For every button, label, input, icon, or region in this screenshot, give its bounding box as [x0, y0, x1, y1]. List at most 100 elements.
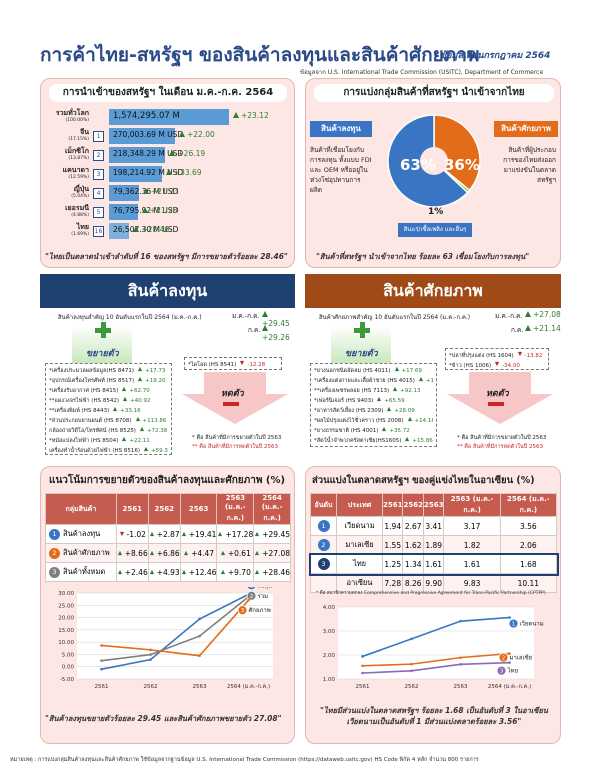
share-value: 8.26: [402, 573, 424, 593]
up-arrow-icon: [220, 569, 225, 574]
import-growth: +28.46: [133, 225, 169, 234]
data-point: [361, 655, 364, 658]
invest-shrink-label: หดตัว: [221, 389, 244, 399]
product-name: *เครื่องรับอากาศ (HS 8415): [49, 388, 119, 394]
share-rank-cell: 2: [310, 535, 337, 555]
product-item: *ไดโอด (HS 8541) -12.28: [188, 360, 278, 370]
product-growth: +19.20: [145, 378, 166, 384]
trend-group-name: สินค้าทั้งหมด: [63, 567, 106, 576]
up-arrow-icon: [377, 396, 382, 402]
import-growth: +26.19: [169, 149, 205, 158]
import-rank: 16: [93, 226, 104, 237]
import-country-name: เยอรมนี: [65, 204, 89, 212]
cptpp-note: * คือ สมาชิกความตกลง Comprehensive and P…: [316, 591, 546, 596]
trend-value: +27.08: [262, 548, 290, 558]
group-number-badge: 1: [49, 529, 60, 540]
groups-quote: "สินค้าที่สหรัฐฯ นำเข้าจากไทย ร้อยละ 63 …: [316, 252, 530, 261]
pie-label-invest: 63%: [400, 156, 436, 174]
share-value: 9.90: [422, 573, 445, 593]
up-arrow-icon: [122, 436, 127, 442]
product-growth: +113.86: [142, 418, 167, 424]
data-point: [100, 667, 103, 671]
product-groups-panel: การแบ่งกลุ่มสินค้าที่สหรัฐฯ นำเข้าจากไทย…: [305, 78, 561, 268]
data-point: [508, 616, 511, 619]
import-bar: [109, 147, 166, 163]
data-point: [459, 619, 462, 623]
import-growth-value: +26.19: [177, 149, 206, 158]
up-arrow-icon: [255, 550, 260, 555]
potential-group-label: สินค้าศักยภาพ: [494, 121, 558, 137]
series-badge-number: 1: [250, 587, 254, 589]
product-growth: +72.38: [146, 428, 168, 434]
import-rank: 3: [93, 169, 104, 180]
trend-row: 3 สินค้าทั้งหมด +2.46 +4.93 +12.46 +9.70 +28.4…: [45, 562, 291, 582]
x-tick-label: 2561: [95, 684, 109, 690]
trend-group-cell: 3 สินค้าทั้งหมด: [45, 562, 117, 582]
invest-group-desc: สินค้าที่เชื่อมโยงกับการลงทุน ทั้งแบบ FD…: [310, 146, 372, 194]
trend-group-name: สินค้าศักยภาพ: [63, 548, 110, 557]
asean-share-line-chart: 1.00 2.00 3.00 4.00 2561 2562 2563 2564 (ม.ค.-ก…: [323, 605, 544, 690]
series-line: [362, 661, 510, 674]
y-tick-label: 20.00: [58, 616, 74, 622]
trend-group-cell: 1 สินค้าลงทุน: [45, 524, 117, 544]
import-row: ไทย (1.69%) 16 26,507.30 M USD +28.46: [45, 223, 295, 239]
share-value: 3.41: [422, 516, 445, 536]
series-line: [362, 652, 510, 667]
product-item: *เครื่องรับอากาศ (HS 8415) +62.70: [49, 386, 168, 396]
product-item: กล้องถ่ายวิดีโอ/โทรทัศน์ (HS 8525) +72.38: [49, 426, 168, 436]
data-point: [361, 664, 364, 668]
pie-center-hole: [420, 147, 448, 175]
import-country-name: จีน: [80, 128, 89, 136]
potential-jul-growth: +21.14: [525, 324, 561, 333]
up-arrow-icon: [149, 550, 154, 555]
import-country-name: ไทย: [76, 223, 89, 231]
import-country-share: (12.59%): [68, 175, 89, 180]
up-arrow-icon: [113, 406, 118, 412]
trend-value: +0.61: [227, 548, 251, 558]
data-point: [149, 648, 152, 652]
invest-ytd-growth: +29.45: [262, 310, 295, 328]
product-item: เครื่องทำน้ำร้อนด้วยไฟฟ้า (HS 8516) +59.3…: [49, 446, 168, 456]
trend-row: 1 สินค้าลงทุน -1.02 +2.87 +19.41 +17.28 +29.45: [45, 524, 291, 544]
invest-minus-icon: [223, 402, 239, 406]
data-point: [508, 652, 511, 655]
trend-value: +9.70: [227, 567, 251, 577]
import-growth-value: +22.00: [187, 130, 215, 139]
share-value: 2.06: [499, 535, 558, 555]
import-country-name: แคนาดา: [62, 166, 89, 174]
share-header-cell: 2563: [422, 493, 445, 517]
trend-group-cell: 2 สินค้าศักยภาพ: [45, 543, 117, 563]
product-name: *ไดโอด (HS 8541): [188, 362, 237, 368]
trend-header-cell: 2564 (ม.ค.-ก.ค.): [253, 493, 291, 525]
trend-value-cell: +4.93: [147, 562, 181, 582]
share-header-cell: 2561: [381, 493, 404, 517]
import-country-share: (100.00%): [65, 118, 89, 123]
up-arrow-icon: [255, 531, 260, 536]
other-group-label: สินแร่/เชื้อเพลิง และอื่นๆ: [398, 223, 472, 237]
product-name: เครื่องทำน้ำร้อนด้วยไฟฟ้า (HS 8516): [49, 448, 141, 454]
pie-label-potential: 36%: [444, 156, 480, 174]
trend-value: +2.87: [156, 529, 180, 539]
trend-header-cell: 2561: [115, 493, 149, 525]
share-country: มาเลเซีย: [336, 535, 383, 555]
share-country: ไทย: [336, 554, 383, 574]
data-point: [508, 661, 511, 664]
share-rank-cell: 3: [310, 554, 337, 574]
series-line: [101, 599, 250, 657]
x-tick-label: 2563: [193, 684, 207, 690]
share-value: 9.83: [443, 573, 501, 593]
up-arrow-icon: [117, 550, 122, 555]
data-source: ข้อมูลจาก U.S. International Trade Commi…: [300, 69, 544, 76]
import-growth: +21.23: [143, 187, 179, 196]
up-arrow-icon: [149, 531, 154, 536]
up-arrow-icon: [143, 188, 149, 194]
share-value: 1.55: [381, 535, 404, 555]
potential-minus-icon: [488, 402, 504, 406]
up-arrow-icon: [407, 416, 412, 422]
share-value: 1.34: [402, 554, 424, 574]
import-row: รวมทั่วโลก (100.00%) 1,574,295.07 M +23.12: [45, 109, 295, 125]
product-name: *ยางธรรมชาติ (HS 4001): [314, 428, 379, 434]
product-item: **เครื่องเพชรพลอย (HS 7113) +92.13: [314, 386, 433, 396]
up-arrow-icon: [394, 366, 399, 372]
trend-line-chart: -5.00 0.00 5.00 10.00 15.00 20.00 25.00 30.00 25…: [58, 587, 273, 690]
